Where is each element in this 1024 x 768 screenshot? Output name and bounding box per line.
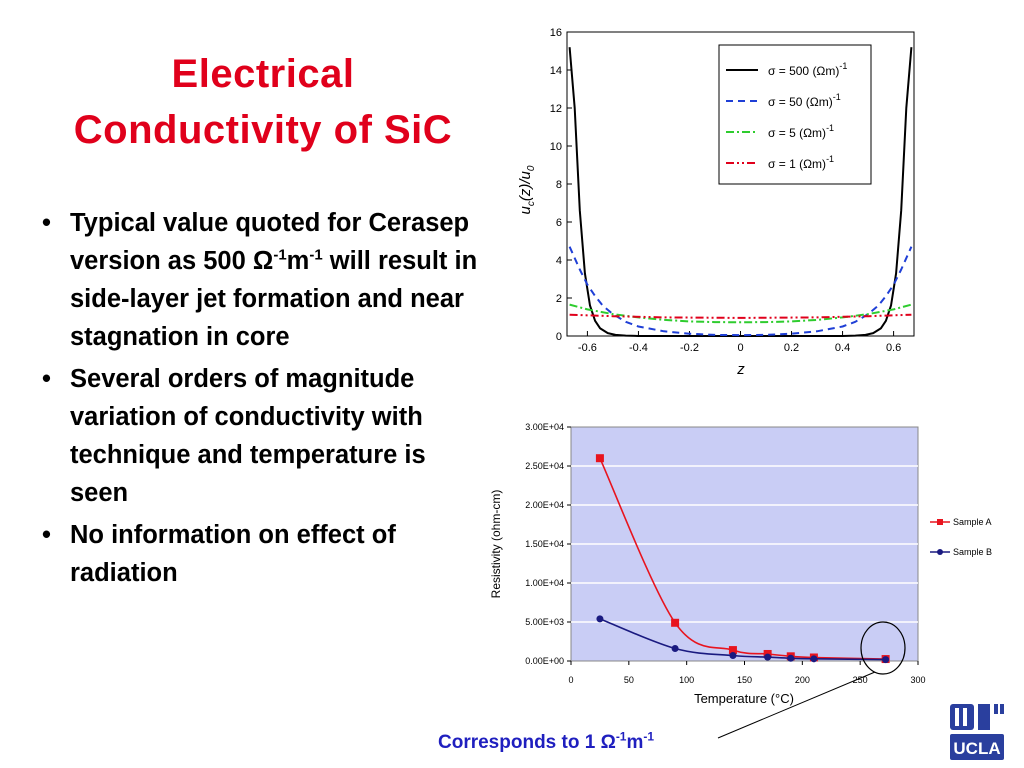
bullet-3-text: No information on effect of radiation xyxy=(70,521,396,587)
y-axis-label: Resistivity (ohm-cm) xyxy=(489,490,503,599)
velocity-profile-chart: 0 2 4 6 8 10 12 14 16 -0.6 -0.4 -0.2 0 0.2 0.4 0.6 z u… xyxy=(517,27,915,378)
x-tick-label: 300 xyxy=(910,675,925,685)
data-point xyxy=(671,645,679,653)
legend-marker xyxy=(937,519,943,525)
y-tick-label: 4 xyxy=(556,255,562,267)
x-axis: 0 50 100 150 200 250 300 xyxy=(568,661,926,685)
series-line xyxy=(568,246,913,337)
x-tick-label: 50 xyxy=(624,675,634,685)
legend-label: σ = 50 (Ωm)-1 xyxy=(768,92,841,109)
legend-label: σ = 5 (Ωm)-1 xyxy=(768,123,834,140)
x-tick-label: 100 xyxy=(679,675,694,685)
y-tick-label: 1.00E+04 xyxy=(525,578,564,588)
series-line xyxy=(569,303,912,324)
caption-text: Corresponds to 1 xyxy=(438,732,601,753)
bullet-list: • Typical value quoted for Cerasep versio… xyxy=(42,204,482,596)
svg-text:UCLA: UCLA xyxy=(953,739,1000,758)
y-tick-label: 1.50E+04 xyxy=(525,539,564,549)
callout-line xyxy=(717,671,876,739)
superscript: -1 xyxy=(273,246,287,264)
data-point xyxy=(882,656,890,664)
y-tick-label: 2.50E+04 xyxy=(525,461,564,471)
bullet-1-text-a: Typical value quoted for Cerasep version… xyxy=(70,209,470,275)
series-group xyxy=(595,454,890,664)
bullet-1-text-b: will result in side-layer jet formation … xyxy=(70,247,478,351)
x-tick-label: 250 xyxy=(853,675,868,685)
legend-marker xyxy=(937,549,943,555)
y-tick-label: 2 xyxy=(556,293,562,305)
x-tick-label: 200 xyxy=(795,675,810,685)
x-axis-label: z xyxy=(736,361,745,378)
callout-caption: Corresponds to 1 Ω-1m-1 xyxy=(438,729,655,754)
x-tick-label: 0.4 xyxy=(835,342,850,354)
y-tick-label: 0 xyxy=(556,331,562,343)
data-point xyxy=(729,652,737,660)
y-tick-label: 5.00E+03 xyxy=(525,617,564,627)
bullet-dot: • xyxy=(42,521,51,549)
legend-label: σ = 500 (Ωm)-1 xyxy=(768,61,847,78)
ucla-logo: UCLA xyxy=(948,702,1006,762)
series-group xyxy=(568,47,913,337)
x-tick-label: -0.4 xyxy=(629,342,648,354)
bullet-2-text: Several orders of magnitude variation of… xyxy=(70,365,426,507)
data-point xyxy=(787,654,795,662)
bullet-dot: • xyxy=(42,365,51,393)
series-line xyxy=(569,313,912,319)
meter-unit: m xyxy=(286,247,310,275)
legend-box xyxy=(718,44,872,185)
x-tick-label: 0.2 xyxy=(784,342,799,354)
legend: Sample A Sample B xyxy=(930,517,992,557)
data-point xyxy=(596,615,604,623)
y-tick-label: 12 xyxy=(550,103,562,115)
superscript: -1 xyxy=(643,729,655,744)
bullet-item: • Typical value quoted for Cerasep versio… xyxy=(42,204,482,356)
slide-title: Electrical Conductivity of SiC xyxy=(28,46,498,158)
y-tick-label: 2.00E+04 xyxy=(525,500,564,510)
title-line-1: Electrical xyxy=(171,52,355,96)
gridlines xyxy=(571,465,918,623)
legend-label: Sample A xyxy=(953,517,992,527)
meter-unit: m xyxy=(626,732,644,753)
y-tick-label: 0.00E+00 xyxy=(525,656,564,666)
x-axis: -0.6 -0.4 -0.2 0 0.2 0.4 0.6 xyxy=(578,331,901,354)
data-point xyxy=(728,646,737,655)
resistivity-chart: 0.00E+00 5.00E+03 1.00E+04 1.50E+04 2.00E+04… xyxy=(489,422,992,739)
y-tick-label: 6 xyxy=(556,217,562,229)
title-line-2: Conductivity of SiC xyxy=(73,108,453,152)
bullet-item: • Several orders of magnitude variation o… xyxy=(42,360,482,512)
x-tick-label: -0.6 xyxy=(578,342,597,354)
x-tick-label: 0.6 xyxy=(886,342,901,354)
omega-symbol: Ω xyxy=(600,732,616,753)
data-point xyxy=(595,454,604,463)
x-tick-label: -0.2 xyxy=(680,342,699,354)
y-axis: 0 2 4 6 8 10 12 14 16 xyxy=(550,27,572,343)
x-tick-label: 0 xyxy=(737,342,743,354)
y-axis-label: uc(z)/u0 xyxy=(517,165,537,214)
bullet-dot: • xyxy=(42,209,51,237)
y-axis: 0.00E+00 5.00E+03 1.00E+04 1.50E+04 2.00E+04… xyxy=(525,422,571,666)
data-point xyxy=(764,653,772,661)
x-tick-label: 150 xyxy=(737,675,752,685)
y-tick-label: 16 xyxy=(550,27,562,39)
legend-label: σ = 1 (Ωm)-1 xyxy=(768,154,834,171)
omega-symbol: Ω xyxy=(252,247,274,275)
superscript: -1 xyxy=(615,729,627,744)
y-tick-label: 8 xyxy=(556,179,562,191)
superscript: -1 xyxy=(309,246,323,264)
data-point xyxy=(671,618,680,627)
ucla-logo-icon: UCLA xyxy=(950,704,1004,760)
legend: σ = 500 (Ωm)-1 σ = 50 (Ωm)-1 σ = 5 (Ωm)-1 σ… xyxy=(718,44,872,185)
highlight-circle xyxy=(860,621,906,675)
x-axis-label: Temperature (°C) xyxy=(694,691,794,706)
legend-label: Sample B xyxy=(953,547,992,557)
x-tick-label: 0 xyxy=(568,675,573,685)
data-point xyxy=(810,655,818,663)
y-tick-label: 3.00E+04 xyxy=(525,422,564,432)
y-tick-label: 10 xyxy=(550,141,562,153)
y-tick-label: 14 xyxy=(550,65,562,77)
bullet-item: • No information on effect of radiation xyxy=(42,516,482,592)
